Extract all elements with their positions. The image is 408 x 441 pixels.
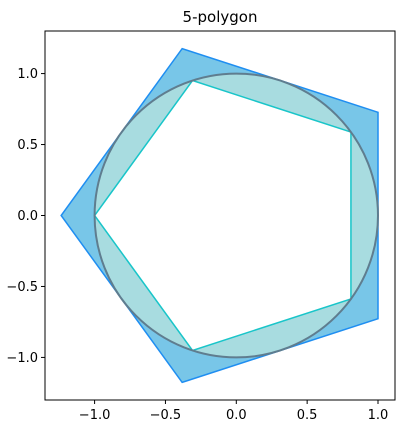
x-tick-label: 0.0 (226, 408, 247, 423)
x-tick-label: 1.0 (368, 408, 389, 423)
plot-area (60, 47, 379, 384)
y-tick-label: 0.0 (17, 209, 38, 224)
y-tick-label: −1.0 (6, 351, 38, 366)
y-tick-label: 0.5 (17, 138, 38, 153)
y-tick-label: 1.0 (17, 67, 38, 82)
y-tick-label: −0.5 (6, 280, 38, 295)
axes: −1.0 −0.5 0.0 0.5 1.0 −1.0 −0.5 0.0 0.5 1.0 (6, 30, 396, 423)
inner-polygon (93, 79, 352, 352)
chart-title: 5-polygon (183, 8, 258, 26)
x-tick-label: −1.0 (79, 408, 111, 423)
circle-edge (93, 72, 379, 359)
x-tick-label: 0.5 (297, 408, 318, 423)
x-tick-label: −0.5 (150, 408, 182, 423)
